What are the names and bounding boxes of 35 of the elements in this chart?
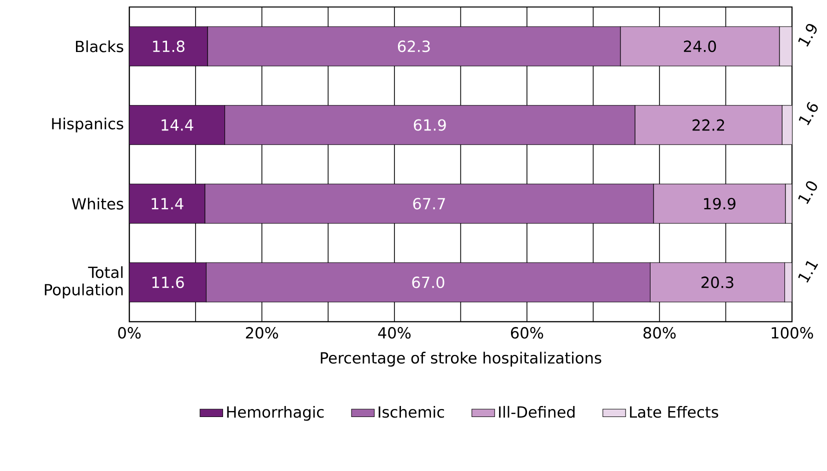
data-label: 24.0 (684, 40, 716, 52)
data-label: 19.9 (704, 198, 736, 210)
data-label: 11.4 (152, 198, 184, 210)
x-tick-label: 0% (118, 327, 141, 339)
legend-label: Ill-Defined (499, 406, 575, 418)
data-label: 62.3 (398, 40, 430, 52)
legend-label: Hemorrhagic (227, 406, 324, 421)
data-label: 67.7 (413, 198, 445, 210)
x-tick-label: 80% (643, 327, 676, 339)
y-tick-label: Blacks (76, 40, 124, 52)
x-tick-label: 100% (772, 327, 814, 339)
data-label: 11.8 (153, 40, 184, 52)
data-label: 22.2 (692, 119, 724, 131)
y-tick-label: Hispanics (52, 118, 124, 132)
x-tick-label: 20% (246, 327, 278, 339)
bar (129, 262, 206, 302)
x-tick-label: 40% (378, 327, 411, 339)
data-label: 67.0 (412, 276, 444, 288)
data-label: 1.0 (798, 181, 818, 204)
y-tick-label: Whites (72, 198, 124, 210)
x-tick-label: 60% (510, 327, 544, 339)
data-label: 61.9 (414, 119, 446, 131)
bar (129, 105, 226, 145)
y-tick-label: Total Population (44, 266, 123, 298)
bar (129, 26, 208, 66)
data-label: 20.3 (702, 276, 734, 288)
legend-label: Ischemic (378, 406, 444, 418)
data-label: 11.6 (152, 276, 184, 288)
bar (129, 184, 206, 224)
data-label: 1.1 (798, 260, 818, 283)
data-label: 14.4 (162, 119, 194, 131)
legend-label: Late Effects (630, 406, 718, 418)
x-axis-title: Percentage of stroke hospitalizations (320, 352, 602, 367)
data-label: 1.6 (798, 102, 818, 126)
data-label: 1.9 (798, 24, 817, 47)
